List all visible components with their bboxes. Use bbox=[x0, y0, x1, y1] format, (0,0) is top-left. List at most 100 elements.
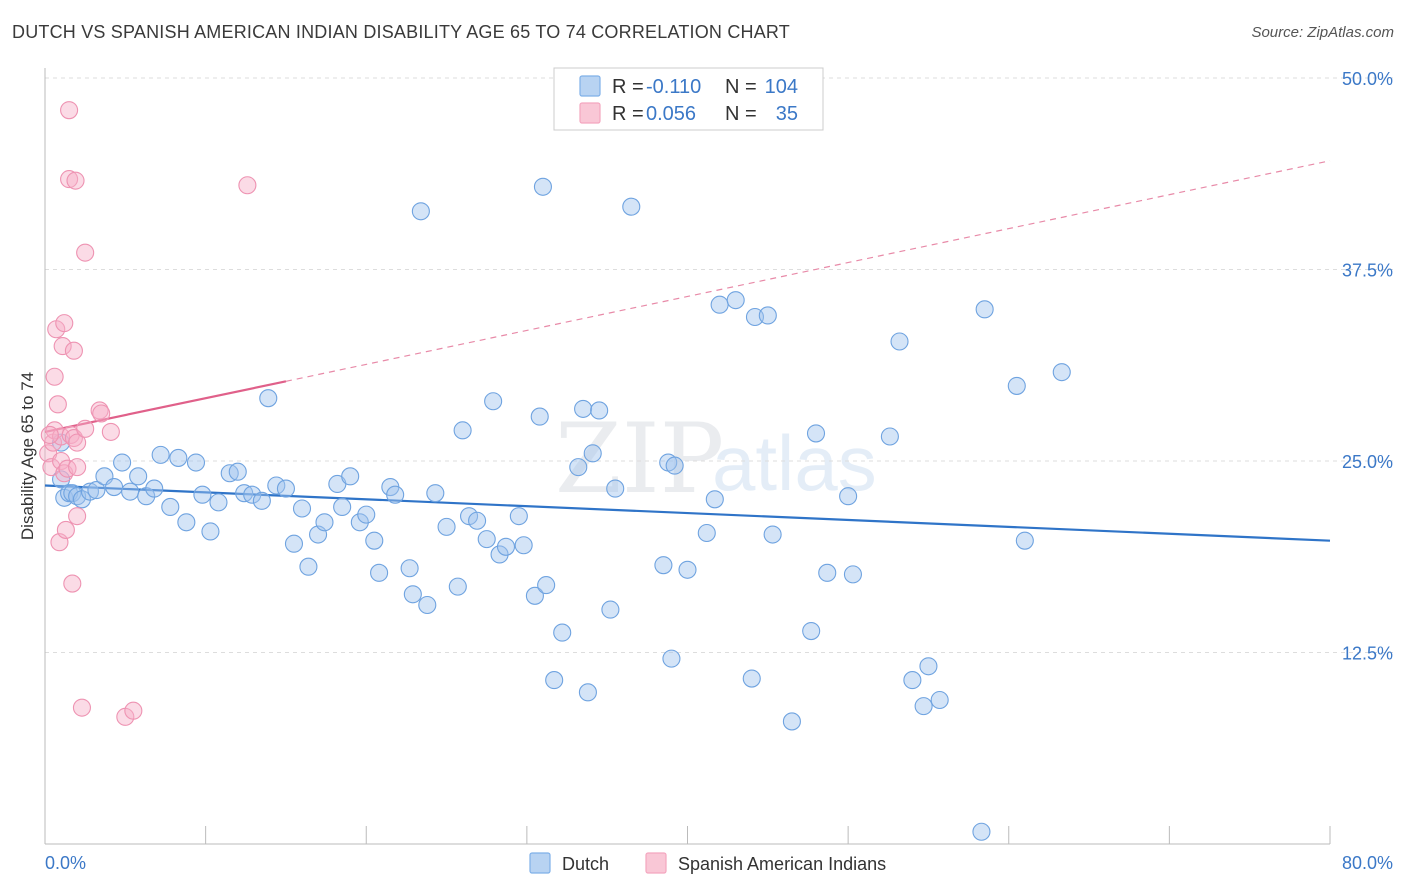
spanish-point-11 bbox=[55, 314, 74, 333]
dutch-point-100 bbox=[930, 690, 949, 710]
spanish-point-30 bbox=[101, 422, 120, 441]
dutch-point-21 bbox=[193, 485, 212, 504]
dutch-point-8 bbox=[87, 481, 106, 500]
dutch-point-102 bbox=[972, 822, 991, 841]
dutch-point-82 bbox=[705, 490, 724, 509]
dutch-point-20 bbox=[186, 453, 206, 472]
dutch-point-11 bbox=[113, 453, 132, 472]
y-tick-label-3: 50.0% bbox=[1342, 69, 1393, 89]
dutch-n-label: N = bbox=[725, 76, 757, 98]
x-tick-label-max: 80.0% bbox=[1342, 853, 1393, 873]
dutch-point-65 bbox=[537, 576, 556, 595]
dutch-point-19 bbox=[177, 513, 196, 532]
dutch-point-42 bbox=[365, 531, 384, 550]
spanish-point-6 bbox=[48, 395, 67, 414]
spanish-point-23 bbox=[68, 507, 87, 526]
dutch-point-4 bbox=[63, 484, 82, 503]
dutch-point-72 bbox=[590, 401, 609, 420]
dutch-point-61 bbox=[514, 536, 533, 555]
dutch-point-55 bbox=[468, 511, 487, 530]
spanish-point-15 bbox=[60, 170, 79, 189]
dutch-point-90 bbox=[802, 622, 821, 641]
dutch-point-66 bbox=[545, 671, 564, 690]
dutch-point-40 bbox=[350, 513, 369, 532]
chart-title: DUTCH VS SPANISH AMERICAN INDIAN DISABIL… bbox=[12, 22, 790, 42]
dutch-point-101 bbox=[975, 300, 994, 319]
dutch-point-43 bbox=[370, 563, 389, 582]
source-note: Source: ZipAtlas.com bbox=[1251, 24, 1394, 41]
dutch-point-52 bbox=[448, 577, 467, 596]
dutch-point-27 bbox=[243, 485, 262, 504]
spanish-point-24 bbox=[68, 458, 87, 477]
spanish-point-27 bbox=[76, 419, 95, 438]
spanish-point-14 bbox=[58, 459, 77, 478]
spanish-n-value: 35 bbox=[776, 103, 798, 125]
x-tick-label-min: 0.0% bbox=[45, 853, 86, 873]
dutch-point-95 bbox=[880, 427, 899, 446]
dutch-point-81 bbox=[697, 523, 716, 543]
dutch-point-60 bbox=[509, 507, 528, 526]
dutch-point-91 bbox=[806, 424, 826, 443]
legend-spanish-swatch bbox=[645, 852, 667, 874]
dutch-point-49 bbox=[418, 595, 437, 615]
spanish-point-10 bbox=[53, 337, 72, 356]
gridlines bbox=[45, 77, 1393, 653]
dutch-point-31 bbox=[276, 479, 295, 498]
dutch-point-76 bbox=[654, 556, 673, 575]
dutch-point-71 bbox=[583, 444, 602, 463]
y-tick-labels: 12.5% 25.0% 37.5% 50.0% bbox=[1342, 69, 1393, 664]
dutch-point-30 bbox=[267, 476, 286, 495]
dutch-point-69 bbox=[574, 399, 593, 418]
spanish-point-18 bbox=[63, 574, 82, 593]
dutch-point-47 bbox=[403, 585, 422, 604]
spanish-point-33 bbox=[238, 176, 257, 195]
dutch-point-46 bbox=[400, 559, 419, 578]
dutch-point-57 bbox=[484, 392, 503, 411]
dutch-point-34 bbox=[299, 557, 318, 576]
dutch-point-97 bbox=[903, 671, 922, 690]
dutch-point-48 bbox=[411, 202, 430, 221]
spanish-r-label: R = bbox=[612, 103, 644, 125]
dutch-point-22 bbox=[201, 522, 220, 541]
dutch-point-73 bbox=[601, 600, 620, 619]
spanish-point-21 bbox=[66, 171, 85, 190]
dutch-point-51 bbox=[437, 517, 456, 536]
dutch-point-29 bbox=[259, 389, 278, 408]
spanish-point-28 bbox=[90, 401, 109, 420]
dutch-point-32 bbox=[284, 534, 304, 553]
dutch-point-25 bbox=[228, 462, 247, 481]
dutch-point-53 bbox=[453, 421, 472, 440]
dutch-point-39 bbox=[341, 467, 360, 486]
dutch-point-38 bbox=[333, 497, 352, 517]
x-axis-ticks bbox=[205, 826, 1331, 844]
spanish-point-32 bbox=[124, 701, 143, 720]
dutch-point-78 bbox=[662, 649, 681, 668]
dutch-point-105 bbox=[1052, 363, 1071, 382]
dutch-point-85 bbox=[742, 669, 761, 688]
spanish-point-22 bbox=[68, 433, 87, 452]
dutch-point-10 bbox=[105, 477, 124, 497]
spanish-point-16 bbox=[60, 101, 79, 120]
dutch-point-63 bbox=[530, 407, 549, 426]
dutch-point-68 bbox=[569, 458, 588, 477]
dutch-point-45 bbox=[386, 485, 405, 504]
spanish-point-34 bbox=[40, 425, 59, 445]
dutch-point-84 bbox=[726, 291, 745, 310]
dutch-r-label: R = bbox=[612, 76, 644, 98]
dutch-point-12 bbox=[121, 482, 140, 501]
dutch-point-58 bbox=[490, 545, 509, 564]
dutch-point-28 bbox=[252, 491, 271, 510]
dutch-point-59 bbox=[496, 537, 516, 556]
dutch-point-56 bbox=[477, 530, 496, 549]
dutch-point-15 bbox=[145, 479, 164, 498]
spanish-point-26 bbox=[76, 243, 95, 262]
dutch-point-89 bbox=[782, 712, 801, 731]
dutch-point-87 bbox=[758, 306, 777, 325]
dutch-point-80 bbox=[678, 560, 697, 579]
dutch-point-64 bbox=[533, 177, 552, 196]
dutch-point-50 bbox=[426, 484, 445, 503]
dutch-point-70 bbox=[578, 683, 597, 702]
dutch-point-103 bbox=[1007, 376, 1026, 395]
dutch-point-92 bbox=[818, 563, 837, 582]
